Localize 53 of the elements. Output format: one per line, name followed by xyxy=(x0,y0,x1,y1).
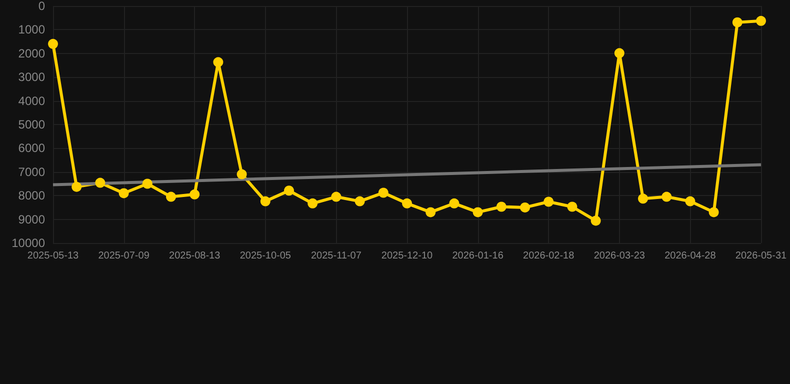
x-tick-label: 2025-07-09 xyxy=(98,250,150,262)
point xyxy=(496,202,506,212)
point xyxy=(236,169,247,180)
point xyxy=(614,48,624,58)
point xyxy=(732,17,742,28)
point xyxy=(142,178,152,189)
x-tick-label: 2026-05-31 xyxy=(735,250,788,262)
x-tick-label: 2025-10-05 xyxy=(240,250,292,262)
point xyxy=(685,196,696,206)
point xyxy=(662,192,672,202)
point xyxy=(402,198,412,208)
y-tick-label: 2000 xyxy=(18,46,46,60)
x-tick-label: 2026-04-28 xyxy=(664,250,716,262)
point xyxy=(284,186,294,196)
point xyxy=(190,189,200,200)
point xyxy=(354,196,365,206)
y-tick-label: 8000 xyxy=(18,188,46,203)
point xyxy=(638,194,648,204)
point xyxy=(213,57,224,68)
point xyxy=(48,38,58,49)
x-tick-label: 2025-05-13 xyxy=(27,250,80,262)
y-tick-label: 0 xyxy=(38,0,46,13)
x-tick-label: 2025-12-10 xyxy=(381,250,434,262)
point xyxy=(449,198,460,208)
y-tick-label: 7000 xyxy=(18,164,46,179)
point xyxy=(426,207,436,218)
point xyxy=(260,196,270,206)
y-tick-label: 3000 xyxy=(18,70,46,84)
point xyxy=(378,188,388,198)
point xyxy=(756,16,766,26)
point xyxy=(308,198,318,208)
x-tick-label: 2026-01-16 xyxy=(452,250,504,262)
y-tick-label: 1000 xyxy=(18,22,46,37)
point xyxy=(95,178,106,188)
point xyxy=(544,196,554,207)
point xyxy=(472,207,483,218)
y-tick-label: 9000 xyxy=(18,212,46,226)
point xyxy=(567,202,578,212)
x-tick-label: 2026-03-23 xyxy=(594,250,646,262)
point xyxy=(708,207,719,218)
point xyxy=(118,188,129,198)
point xyxy=(72,182,82,192)
point xyxy=(331,192,342,202)
y-tick-label: 5000 xyxy=(18,118,46,132)
x-tick-label: 2026-02-18 xyxy=(523,250,575,262)
point xyxy=(166,192,176,202)
point xyxy=(590,216,601,226)
y-tick-label: 6000 xyxy=(18,141,46,156)
point xyxy=(520,202,530,212)
y-tick-label: 10000 xyxy=(12,236,46,250)
y-tick-label: 4000 xyxy=(18,94,46,108)
x-tick-label: 2025-08-13 xyxy=(169,250,221,262)
x-tick-label: 2025-11-07 xyxy=(310,250,362,262)
